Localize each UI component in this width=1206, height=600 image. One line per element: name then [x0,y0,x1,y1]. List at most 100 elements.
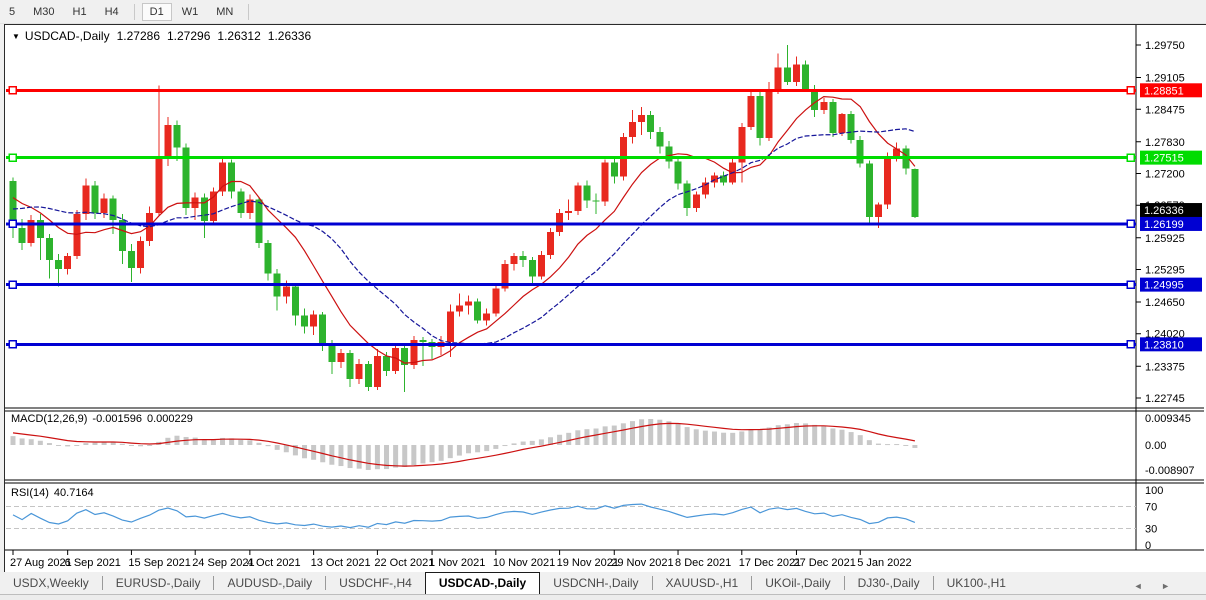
line-handle [1126,340,1135,349]
timeframe-button-h1[interactable]: H1 [72,5,87,18]
rsi-axis-tick: 30 [1145,524,1157,536]
date-axis-label: 27 Dec 2021 [793,557,855,569]
chart-tab-uk100-h1[interactable]: UK100-,H1 [946,576,1006,590]
date-axis-label: 29 Nov 2021 [611,557,673,569]
chart-title: ▼ USDCAD-,Daily 1.27286 1.27296 1.26312 1.263… [12,29,311,43]
tab-separator [843,576,845,590]
price-axis-tick: 1.27830 [1145,137,1185,149]
chart-canvas[interactable]: 1.297501.291051.284751.278301.272001.265… [5,25,1204,570]
chart-tab-xauusd-h1[interactable]: XAUUSD-,H1 [665,576,739,590]
chart-tabs-bar: USDX,Weekly EURUSD-,Daily AUDUSD-,Daily USD… [0,572,1206,594]
rsi-value: 40.7164 [53,487,94,499]
line-handle [8,280,17,289]
rsi-line [12,503,916,529]
indicator-panels [6,419,1136,529]
macd-signal-value: 0.000229 [146,413,193,425]
bottom-strip [0,594,1206,600]
line-handle [1126,86,1135,95]
price-axis-tick: 1.29105 [1145,73,1185,85]
tab-separator [213,576,215,590]
rsi-indicator-label: RSI(14) 40.7164 [11,487,94,499]
price-level-badge-bg [1140,150,1202,165]
axes: 1.297501.291051.284751.278301.272001.265… [10,40,1202,569]
date-axis-label: 4 Oct 2021 [247,557,301,569]
line-handle [1126,153,1135,162]
price-open: 1.27286 [116,29,160,43]
date-axis-label: 1 Nov 2021 [429,557,485,569]
price-axis-tick: 1.24650 [1145,297,1185,309]
current-price-badge: 1.26336 [1144,205,1184,217]
date-axis-label: 17 Dec 2021 [739,557,801,569]
macd-axis-tick: 0.00 [1145,440,1166,452]
price-close: 1.26336 [267,29,312,43]
line-handle [8,219,17,229]
symbol-dropdown-icon[interactable]: ▼ [12,32,20,41]
price-level-badge: 1.27515 [1144,153,1184,165]
date-axis-label: 27 Aug 2021 [10,557,72,569]
date-axis-label: 6 Sep 2021 [65,557,121,569]
line-handle [1126,219,1135,229]
chart-tab-usdchf-h4[interactable]: USDCHF-,H4 [339,576,412,590]
panel-borders [5,25,1204,551]
toolbar-separator [133,3,135,20]
tab-separator [932,576,934,590]
rsi-axis-tick: 100 [1145,485,1163,497]
timeframe-button-w1[interactable]: W1 [181,5,199,18]
macd-axis-tick: 0.009345 [1145,413,1191,425]
timeframe-toolbar: 5 M30 H1 H4 D1 W1 MN [0,0,1206,24]
price-high: 1.27296 [167,29,211,43]
line-handle [8,340,17,349]
timeframe-button-d1[interactable]: D1 [141,2,172,21]
date-axis-label: 10 Nov 2021 [493,557,555,569]
price-level-badge: 1.28851 [1144,85,1184,97]
price-axis-tick: 1.29750 [1145,40,1185,52]
current-price-badge-bg [1140,203,1202,218]
macd-main-value: -0.001596 [92,413,142,425]
chart-window: ▼ USDCAD-,Daily 1.27286 1.27296 1.26312 1.263… [4,24,1206,573]
chart-tab-usdcad-daily[interactable]: USDCAD-,Daily [424,572,541,594]
timeframe-button-mn[interactable]: MN [216,5,234,18]
price-level-badge: 1.23810 [1144,339,1184,351]
macd-signal-line [12,422,916,467]
chart-symbol-label: USDCAD-,Daily [24,29,110,43]
timeframe-button-5[interactable]: 5 [9,5,16,18]
chart-tab-dj30-daily[interactable]: DJ30-,Daily [857,576,920,590]
line-handle [8,153,17,162]
date-axis-label: 22 Oct 2021 [374,557,434,569]
line-handle [8,86,17,95]
chart-tab-audusd-daily[interactable]: AUDUSD-,Daily [227,576,313,590]
rsi-axis-tick: 70 [1145,502,1157,514]
price-axis-tick: 1.23375 [1145,361,1185,373]
price-axis-tick: 1.28475 [1145,104,1185,116]
chart-tab-usdcnh-daily[interactable]: USDCNH-,Daily [553,576,639,590]
timeframe-button-m30[interactable]: M30 [33,5,55,18]
macd-name: MACD(12,26,9) [11,413,88,425]
price-axis-tick: 1.27200 [1145,169,1185,181]
macd-indicator-label: MACD(12,26,9) -0.001596 0.000229 [11,413,193,425]
price-axis-tick: 1.25925 [1145,233,1185,245]
price-level-badge-bg [1140,337,1202,352]
price-level-badge-bg [1140,83,1202,98]
tab-separator [651,576,653,590]
tab-scroll-arrows[interactable]: ◄ ► [1133,581,1178,591]
line-handle [1126,280,1135,289]
date-axis-label: 13 Oct 2021 [311,557,371,569]
price-axis-tick: 1.25295 [1145,264,1185,276]
price-level-badge: 1.24995 [1144,280,1184,292]
price-level-badge: 1.26199 [1144,219,1184,231]
date-axis-label: 8 Dec 2021 [675,557,731,569]
tab-separator [101,576,103,590]
price-level-badge-bg [1140,216,1202,231]
ma-fast-line [12,95,916,364]
timeframe-button-h4[interactable]: H4 [104,5,119,18]
chart-tab-usdx-weekly[interactable]: USDX,Weekly [13,576,89,590]
date-axis-label: 15 Sep 2021 [128,557,190,569]
chart-tab-eurusd-daily[interactable]: EURUSD-,Daily [115,576,201,590]
macd-axis-tick: -0.008907 [1145,465,1195,477]
chart-tab-ukoil-daily[interactable]: UKOil-,Daily [765,576,831,590]
tab-separator [325,576,327,590]
date-axis-label: 19 Nov 2021 [557,557,619,569]
price-level-badge-bg [1140,277,1202,292]
date-axis-label: 5 Jan 2022 [857,557,911,569]
date-axis-label: 24 Sep 2021 [192,557,254,569]
